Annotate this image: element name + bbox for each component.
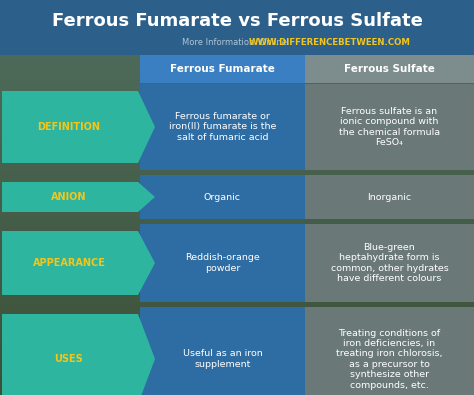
Text: Ferrous sulfate is an
ionic compound with
the chemical formula
FeSO₄: Ferrous sulfate is an ionic compound wit… — [339, 107, 440, 147]
Text: Organic: Organic — [204, 192, 241, 201]
FancyBboxPatch shape — [140, 84, 305, 170]
Text: DEFINITION: DEFINITION — [37, 122, 100, 132]
Polygon shape — [2, 231, 155, 295]
FancyBboxPatch shape — [305, 224, 474, 302]
Text: WWW.DIFFERENCEBETWEEN.COM: WWW.DIFFERENCEBETWEEN.COM — [249, 38, 411, 47]
Text: Ferrous Sulfate: Ferrous Sulfate — [344, 64, 435, 74]
Polygon shape — [2, 314, 155, 395]
Text: USES: USES — [55, 354, 83, 364]
Text: Reddish-orange
powder: Reddish-orange powder — [185, 253, 260, 273]
Text: Ferrous fumarate or
iron(II) fumarate is the
salt of fumaric acid: Ferrous fumarate or iron(II) fumarate is… — [169, 112, 276, 142]
FancyBboxPatch shape — [305, 175, 474, 219]
FancyBboxPatch shape — [140, 175, 305, 219]
Text: Useful as an iron
supplement: Useful as an iron supplement — [182, 349, 263, 369]
Text: Ferrous Fumarate: Ferrous Fumarate — [170, 64, 275, 74]
Text: Blue-green
heptahydrate form is
common, other hydrates
have different colours: Blue-green heptahydrate form is common, … — [331, 243, 448, 283]
FancyBboxPatch shape — [305, 307, 474, 395]
Text: ANION: ANION — [51, 192, 87, 202]
Text: Treating conditions of
iron deficiencies, in
treating iron chlorosis,
as a precu: Treating conditions of iron deficiencies… — [336, 329, 443, 389]
Polygon shape — [2, 182, 155, 212]
Polygon shape — [2, 91, 155, 163]
Text: More Information  Online: More Information Online — [182, 38, 292, 47]
FancyBboxPatch shape — [140, 55, 305, 83]
Text: Inorganic: Inorganic — [367, 192, 411, 201]
FancyBboxPatch shape — [0, 0, 474, 55]
FancyBboxPatch shape — [140, 224, 305, 302]
Text: Ferrous Fumarate vs Ferrous Sulfate: Ferrous Fumarate vs Ferrous Sulfate — [52, 12, 422, 30]
FancyBboxPatch shape — [140, 307, 305, 395]
FancyBboxPatch shape — [305, 84, 474, 170]
FancyBboxPatch shape — [305, 55, 474, 83]
Text: APPEARANCE: APPEARANCE — [33, 258, 105, 268]
